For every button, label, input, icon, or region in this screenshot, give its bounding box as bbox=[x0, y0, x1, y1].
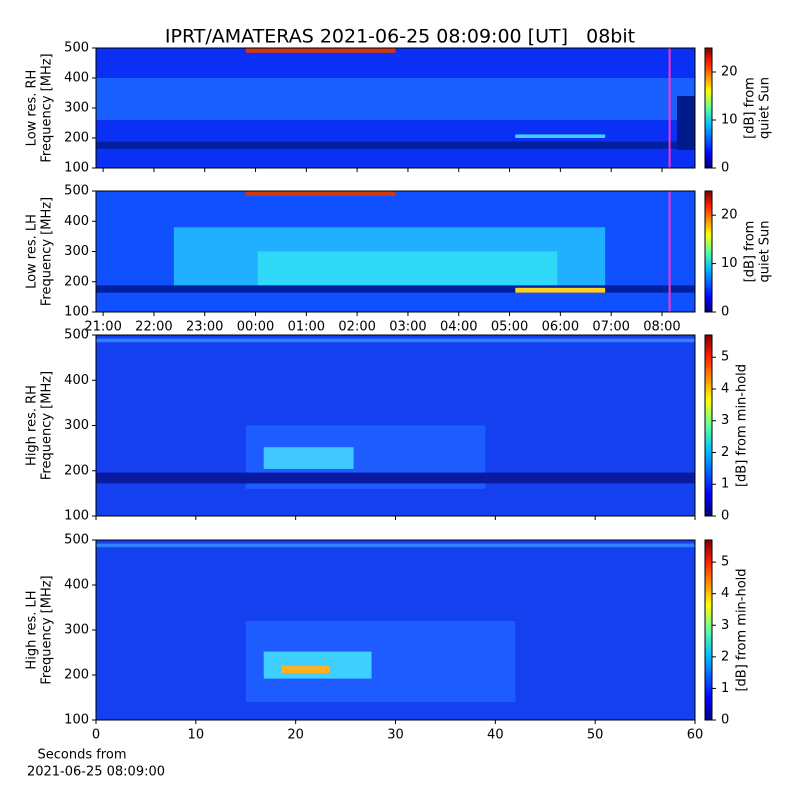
colorbar-tick-label: 2 bbox=[721, 445, 729, 460]
y-tick-label: 300 bbox=[64, 623, 89, 638]
x-tick-label: 20 bbox=[287, 728, 304, 743]
y-axis-label: Frequency [MHz] bbox=[40, 197, 55, 306]
chart-title: IPRT/AMATERAS 2021-06-25 08:09:00 [UT] 0… bbox=[165, 26, 635, 48]
colorbar-tick-label: 4 bbox=[721, 586, 729, 601]
colorbar-tick-label: 20 bbox=[721, 208, 738, 223]
colorbar-tick-label: 2 bbox=[721, 649, 729, 664]
x-tick-label: 03:00 bbox=[389, 320, 426, 335]
y-tick-label: 200 bbox=[64, 668, 89, 683]
y-tick-label: 200 bbox=[64, 131, 89, 146]
spectrogram-texture bbox=[515, 134, 606, 138]
y-axis-label: Low res. RH bbox=[25, 70, 40, 147]
spectrogram-texture bbox=[96, 141, 695, 149]
spectrogram-texture bbox=[96, 285, 695, 293]
x-tick-label: 07:00 bbox=[592, 320, 629, 335]
colorbar bbox=[704, 334, 713, 517]
x-tick-label: 05:00 bbox=[491, 320, 528, 335]
y-tick-label: 500 bbox=[64, 184, 89, 199]
colorbar-tick-label: 0 bbox=[721, 509, 729, 524]
x-axis-label: Seconds from bbox=[37, 748, 126, 763]
x-tick-label: 10 bbox=[188, 728, 205, 743]
spectrogram-texture bbox=[677, 96, 695, 150]
spectrogram-texture bbox=[281, 666, 330, 674]
spectrogram-texture bbox=[96, 472, 695, 484]
y-tick-label: 400 bbox=[64, 578, 89, 593]
colorbar-label: [dB] from min-hold bbox=[735, 364, 750, 487]
y-axis-label: Low res. LH bbox=[25, 214, 40, 289]
x-tick-label: 22:00 bbox=[135, 320, 172, 335]
y-tick-label: 400 bbox=[64, 71, 89, 86]
spectrogram-texture bbox=[96, 338, 695, 343]
x-tick-label: 06:00 bbox=[542, 320, 579, 335]
y-axis-label: Frequency [MHz] bbox=[40, 53, 55, 162]
colorbar-tick-label: 4 bbox=[721, 381, 729, 396]
x-tick-label: 02:00 bbox=[338, 320, 375, 335]
colorbar bbox=[704, 47, 713, 169]
y-tick-label: 400 bbox=[64, 373, 89, 388]
x-tick-label: 40 bbox=[487, 728, 504, 743]
colorbar-tick-label: 5 bbox=[721, 555, 729, 570]
y-tick-label: 200 bbox=[64, 274, 89, 289]
y-tick-label: 300 bbox=[64, 101, 89, 116]
spectrogram-texture bbox=[96, 78, 695, 120]
x-tick-label: 23:00 bbox=[186, 320, 223, 335]
colorbar-label: [dB] from bbox=[743, 77, 758, 139]
colorbar-tick-label: 0 bbox=[721, 161, 729, 176]
y-tick-label: 300 bbox=[64, 244, 89, 259]
x-tick-label: 01:00 bbox=[288, 320, 325, 335]
x-tick-label: 04:00 bbox=[440, 320, 477, 335]
y-tick-label: 500 bbox=[64, 41, 89, 56]
y-axis-label: Frequency [MHz] bbox=[40, 371, 55, 480]
spectrogram-texture bbox=[515, 287, 606, 293]
x-tick-label: 08:00 bbox=[643, 320, 680, 335]
colorbar-tick-label: 10 bbox=[721, 113, 738, 128]
spectrogram-texture bbox=[245, 191, 396, 196]
x-tick-label: 50 bbox=[587, 728, 604, 743]
y-tick-label: 300 bbox=[64, 418, 89, 433]
colorbar-label: [dB] from bbox=[743, 221, 758, 283]
x-tick-label: 00:00 bbox=[237, 320, 274, 335]
y-axis-label: Frequency [MHz] bbox=[40, 575, 55, 684]
colorbar-label: quiet Sun bbox=[758, 220, 773, 282]
x-tick-label: 21:00 bbox=[84, 320, 121, 335]
colorbar-tick-label: 0 bbox=[721, 305, 729, 320]
y-axis-label: High res. LH bbox=[25, 590, 40, 669]
spectrogram-texture bbox=[96, 543, 695, 548]
spectrogram-texture bbox=[263, 447, 354, 469]
y-tick-label: 100 bbox=[64, 713, 89, 728]
y-tick-label: 500 bbox=[64, 533, 89, 548]
colorbar-tick-label: 0 bbox=[721, 713, 729, 728]
y-tick-label: 100 bbox=[64, 509, 89, 524]
y-tick-label: 500 bbox=[64, 328, 89, 343]
colorbar bbox=[704, 539, 713, 721]
y-tick-label: 100 bbox=[64, 161, 89, 176]
y-tick-label: 200 bbox=[64, 463, 89, 478]
x-tick-label: 30 bbox=[387, 728, 404, 743]
colorbar-tick-label: 5 bbox=[721, 350, 729, 365]
spectrogram-texture bbox=[245, 48, 396, 53]
colorbar-tick-label: 1 bbox=[721, 477, 729, 492]
colorbar-label: quiet Sun bbox=[758, 77, 773, 139]
colorbar-tick-label: 20 bbox=[721, 65, 738, 80]
colorbar-tick-label: 3 bbox=[721, 413, 729, 428]
spectrogram-texture bbox=[257, 251, 558, 288]
colorbar-tick-label: 3 bbox=[721, 618, 729, 633]
y-axis-label: High res. RH bbox=[25, 385, 40, 466]
y-tick-label: 100 bbox=[64, 305, 89, 320]
x-tick-label: 60 bbox=[687, 728, 704, 743]
colorbar-label: [dB] from min-hold bbox=[735, 568, 750, 691]
x-tick-label: 0 bbox=[92, 728, 100, 743]
colorbar-tick-label: 10 bbox=[721, 256, 738, 271]
colorbar-tick-label: 1 bbox=[721, 681, 729, 696]
colorbar bbox=[704, 190, 713, 313]
y-tick-label: 400 bbox=[64, 214, 89, 229]
spectrogram-texture bbox=[263, 651, 372, 679]
x-axis-label: 2021-06-25 08:09:00 bbox=[27, 765, 165, 780]
